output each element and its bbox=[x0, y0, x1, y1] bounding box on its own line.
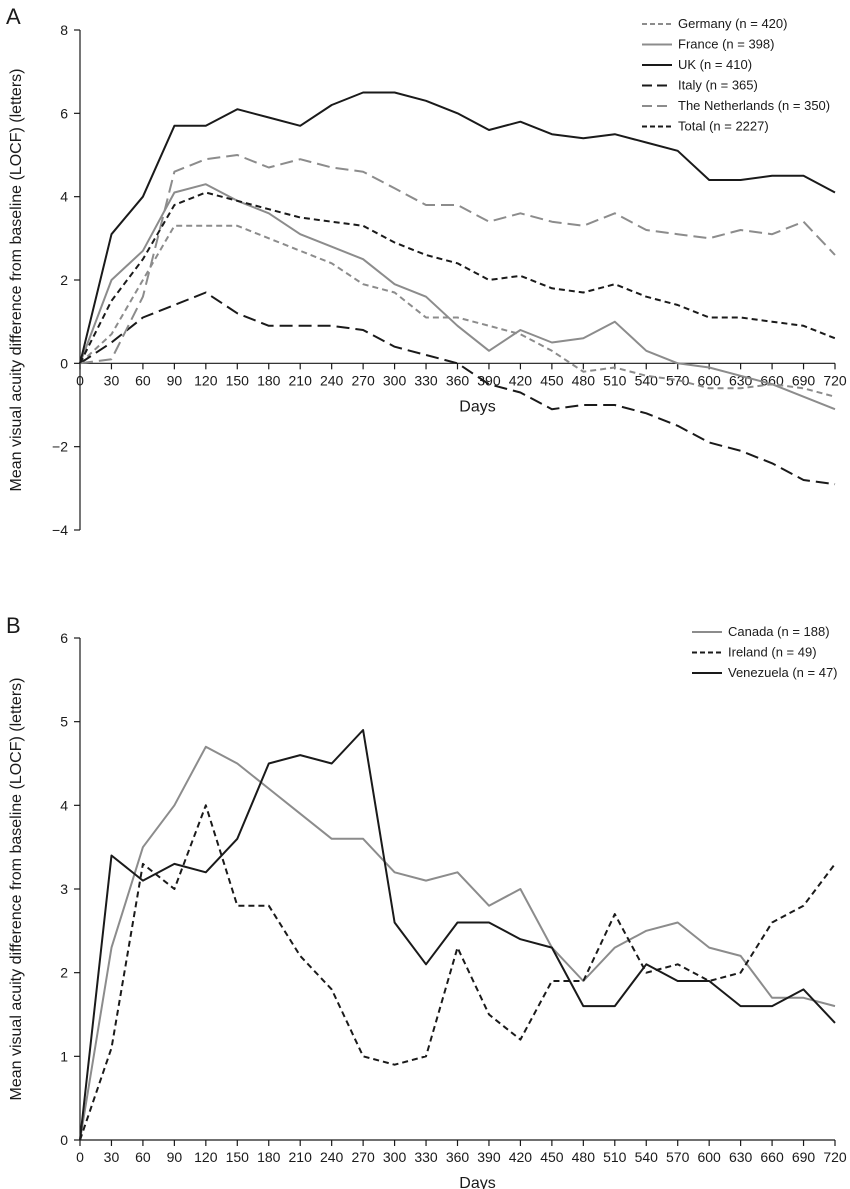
panel-b-y-tick-label: 0 bbox=[60, 1132, 68, 1148]
panel-b-x-tick-label: 600 bbox=[697, 1149, 721, 1165]
panel-b-label: B bbox=[6, 613, 21, 638]
panel-a-x-tick-label: 720 bbox=[823, 372, 847, 388]
panel-b-x-tick-label: 240 bbox=[320, 1149, 344, 1165]
panel-b-series-ireland bbox=[79, 804, 836, 1141]
panel-b-x-tick-label: 0 bbox=[76, 1149, 84, 1165]
panel-a-legend-label-uk: UK (n = 410) bbox=[678, 57, 752, 72]
panel-a-x-tick-label: 600 bbox=[697, 372, 721, 388]
panel-a-y-tick-label: −4 bbox=[52, 522, 68, 538]
panel-a-x-tick-label: 270 bbox=[351, 372, 375, 388]
panel-b-x-tick-label: 330 bbox=[414, 1149, 438, 1165]
panel-a-x-tick-label: 150 bbox=[226, 372, 250, 388]
panel-b-x-tick-label: 570 bbox=[666, 1149, 690, 1165]
panel-b-y-tick-label: 2 bbox=[60, 965, 68, 981]
panel-b-x-tick-label: 150 bbox=[226, 1149, 250, 1165]
panel-b-series-canada bbox=[79, 745, 836, 1141]
panel-a-x-tick-label: 390 bbox=[477, 372, 501, 388]
panel-b-y-tick-label: 3 bbox=[60, 881, 68, 897]
panel-a-y-tick-label: −2 bbox=[52, 439, 68, 455]
panel-a-x-tick-label: 30 bbox=[104, 372, 120, 388]
panel-a-x-tick-label: 300 bbox=[383, 372, 407, 388]
panel-b-x-tick-label: 720 bbox=[823, 1149, 847, 1165]
panel-b-x-tick-label: 270 bbox=[351, 1149, 375, 1165]
panel-a-x-tick-label: 510 bbox=[603, 372, 627, 388]
panel-a-legend-label-total: Total (n = 2227) bbox=[678, 119, 769, 134]
panel-a-y-tick-label: 8 bbox=[60, 22, 68, 38]
panel-b-x-tick-label: 360 bbox=[446, 1149, 470, 1165]
panel-a-x-tick-label: 420 bbox=[509, 372, 533, 388]
panel-b-legend-label-venezuela: Venezuela (n = 47) bbox=[728, 665, 838, 680]
panel-a-legend-label-the-netherlands: The Netherlands (n = 350) bbox=[678, 98, 830, 113]
panel-b-series-venezuela bbox=[79, 729, 836, 1141]
panel-a-x-tick-label: 450 bbox=[540, 372, 564, 388]
panel-b-x-axis-title: Days bbox=[459, 1175, 495, 1189]
panel-a-x-tick-label: 540 bbox=[635, 372, 659, 388]
panel-b-x-tick-label: 30 bbox=[104, 1149, 120, 1165]
panel-b-x-tick-label: 180 bbox=[257, 1149, 281, 1165]
panel-b-x-tick-label: 510 bbox=[603, 1149, 627, 1165]
panel-a-x-tick-label: 210 bbox=[289, 372, 313, 388]
panel-b-x-tick-label: 630 bbox=[729, 1149, 753, 1165]
panel-a-legend-label-germany: Germany (n = 420) bbox=[678, 16, 787, 31]
panel-a-y-tick-label: 6 bbox=[60, 105, 68, 121]
panel-a-x-tick-label: 60 bbox=[135, 372, 151, 388]
panel-a-x-tick-label: 90 bbox=[167, 372, 183, 388]
panel-a-y-axis-title: Mean visual acuity difference from basel… bbox=[8, 69, 25, 492]
panel-b-y-tick-label: 4 bbox=[60, 797, 68, 813]
panel-b-x-tick-label: 60 bbox=[135, 1149, 151, 1165]
panel-b-y-axis-title: Mean visual acuity difference from basel… bbox=[8, 678, 25, 1101]
panel-b-legend-label-canada: Canada (n = 188) bbox=[728, 624, 830, 639]
panel-a-legend-label-italy: Italy (n = 365) bbox=[678, 78, 758, 93]
panel-a-series-the-netherlands bbox=[79, 154, 836, 365]
panel-b-x-tick-label: 420 bbox=[509, 1149, 533, 1165]
panel-b-x-tick-label: 90 bbox=[167, 1149, 183, 1165]
panel-a-x-tick-label: 120 bbox=[194, 372, 218, 388]
panel-b-x-tick-label: 390 bbox=[477, 1149, 501, 1165]
panel-a-legend-label-france: France (n = 398) bbox=[678, 37, 774, 52]
panel-a-chart: A −4 −2 0 2 4 6 8 0 30 60 90 120 150 180 210 240 270 300 33… bbox=[6, 4, 847, 538]
panel-a-x-tick-label: 360 bbox=[446, 372, 470, 388]
panel-b-x-tick-label: 210 bbox=[289, 1149, 313, 1165]
panel-b-x-tick-label: 480 bbox=[572, 1149, 596, 1165]
panel-b-x-tick-label: 540 bbox=[635, 1149, 659, 1165]
panel-a-x-tick-label: 630 bbox=[729, 372, 753, 388]
panel-a-y-tick-label: 0 bbox=[60, 355, 68, 371]
panel-a-x-axis-title: Days bbox=[459, 398, 495, 415]
panel-a-x-tick-label: 570 bbox=[666, 372, 690, 388]
panel-a-x-tick-label: 480 bbox=[572, 372, 596, 388]
panel-a-x-tick-label: 240 bbox=[320, 372, 344, 388]
panel-b-x-tick-label: 120 bbox=[194, 1149, 218, 1165]
panel-b-x-tick-label: 690 bbox=[792, 1149, 816, 1165]
panel-a-series-france bbox=[79, 183, 836, 411]
panel-a-x-tick-label: 180 bbox=[257, 372, 281, 388]
panel-b-y-tick-label: 1 bbox=[60, 1048, 68, 1064]
panel-a-series-germany bbox=[79, 224, 836, 398]
panel-a-series-uk bbox=[79, 91, 836, 364]
panel-b-y-tick-label: 5 bbox=[60, 714, 68, 730]
panel-b-legend-label-ireland: Ireland (n = 49) bbox=[728, 645, 817, 660]
panel-a-series-total bbox=[79, 191, 836, 364]
panel-a-series-italy bbox=[79, 291, 836, 486]
panel-b-x-tick-label: 660 bbox=[760, 1149, 784, 1165]
panel-a-x-tick-label: 330 bbox=[414, 372, 438, 388]
panel-a-x-tick-label: 0 bbox=[76, 372, 84, 388]
panel-a-x-tick-label: 690 bbox=[792, 372, 816, 388]
panel-b-legend: Canada (n = 188) Ireland (n = 49) Venezuel… bbox=[692, 624, 838, 680]
panel-a-y-tick-label: 4 bbox=[60, 189, 68, 205]
panel-a-y-tick-label: 2 bbox=[60, 272, 68, 288]
panel-b-y-tick-label: 6 bbox=[60, 630, 68, 646]
panel-a-label: A bbox=[6, 4, 21, 29]
panel-b-x-tick-label: 450 bbox=[540, 1149, 564, 1165]
panel-b-x-tick-label: 300 bbox=[383, 1149, 407, 1165]
panel-a-legend: Germany (n = 420) France (n = 398) UK (n =… bbox=[642, 16, 830, 134]
